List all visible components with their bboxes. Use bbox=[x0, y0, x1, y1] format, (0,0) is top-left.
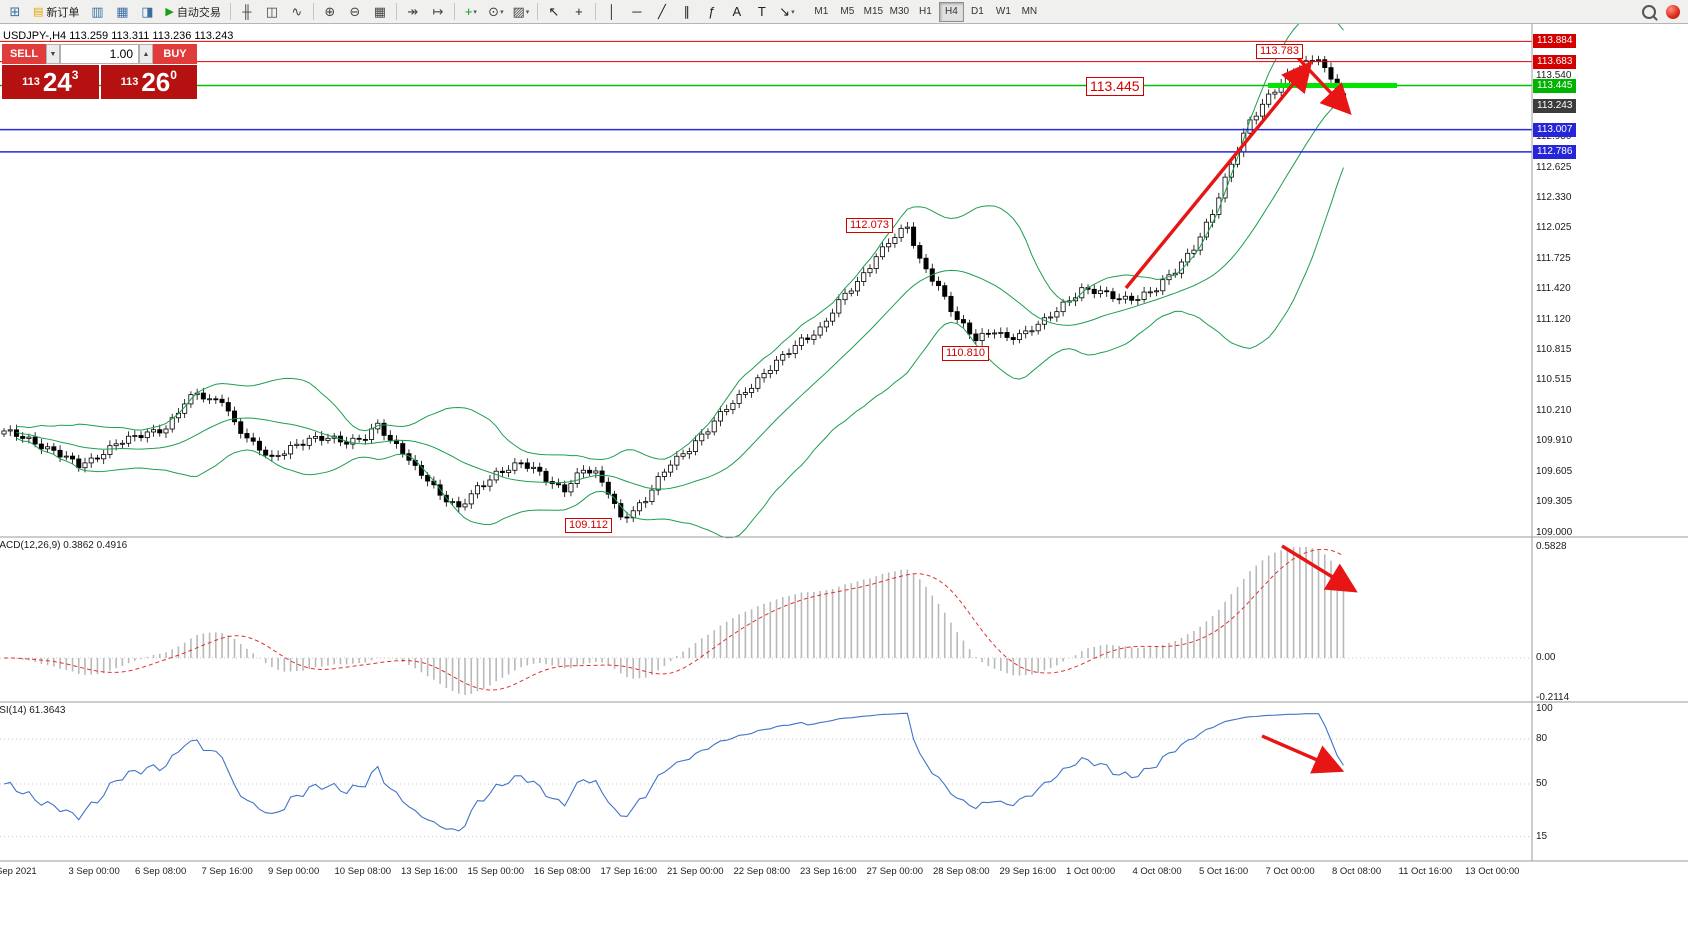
auto-scroll-icon[interactable]: ↠ bbox=[407, 3, 419, 19]
timeframe-button-m1[interactable]: M1 bbox=[814, 6, 829, 17]
bid-main: 24 bbox=[42, 67, 72, 97]
search-button[interactable] bbox=[1637, 2, 1661, 22]
line-chart-icon[interactable]: ∿ bbox=[291, 3, 303, 19]
ask-pip: 0 bbox=[170, 68, 177, 82]
toolbar-separator bbox=[312, 3, 314, 20]
timeframe-button-m30[interactable]: M30 bbox=[889, 6, 910, 17]
bid-prefix: 113 bbox=[22, 76, 40, 88]
new-order-icon: ▤ bbox=[33, 6, 44, 18]
new-order-button[interactable]: ▤ 新订单 bbox=[28, 2, 84, 22]
timeframe-button-mn[interactable]: MN bbox=[1021, 6, 1038, 17]
templates-icon[interactable]: ▨ ▾ bbox=[512, 3, 530, 19]
macd-label: MACD(12,26,9) 0.3862 0.4916 bbox=[0, 540, 128, 551]
trendline-icon[interactable]: ╱ bbox=[657, 3, 666, 19]
zoom-out-icon[interactable]: ⊖ bbox=[349, 3, 361, 19]
timeframe-toolbar: M1 M5 M15 M30 H1 H4 D1 W1 MN bbox=[809, 1, 1042, 22]
vertical-line-icon[interactable]: │ bbox=[607, 4, 616, 19]
crosshair-icon[interactable]: + bbox=[575, 4, 583, 19]
zoom-in-icon[interactable]: ⊕ bbox=[324, 3, 336, 19]
bid-price[interactable]: 113 24 3 bbox=[2, 65, 99, 99]
volume-increase-button[interactable]: ▲ bbox=[139, 44, 153, 64]
equidistant-channel-icon[interactable]: ∥ bbox=[683, 3, 691, 19]
timeframe-button-m5[interactable]: M5 bbox=[840, 6, 855, 17]
sell-button[interactable]: SELL bbox=[2, 44, 46, 64]
arrows-icon[interactable]: ↘ ▾ bbox=[779, 3, 795, 19]
dropdown-caret-icon: ▾ bbox=[525, 8, 530, 16]
community-button[interactable] bbox=[1661, 2, 1685, 22]
rsi-label: RSI(14) 61.3643 bbox=[0, 705, 66, 716]
search-icon bbox=[1642, 4, 1656, 19]
auto-trading-icon: ▶ bbox=[165, 6, 174, 18]
toolbar-separator bbox=[536, 3, 538, 20]
volume-input[interactable]: 1.00 bbox=[60, 44, 139, 64]
bid-pip: 3 bbox=[71, 68, 79, 82]
chart-shift-icon[interactable]: ↦ bbox=[432, 3, 444, 19]
ask-price[interactable]: 113 26 0 bbox=[100, 65, 197, 99]
horizontal-line-icon[interactable]: ─ bbox=[632, 4, 642, 19]
timeframe-button-h1[interactable]: H1 bbox=[918, 6, 932, 17]
buy-button[interactable]: BUY bbox=[153, 44, 197, 64]
timeframe-button-m15[interactable]: M15 bbox=[863, 6, 884, 17]
timeframe-button-h4[interactable]: H4 bbox=[938, 1, 964, 22]
toolbar-separator bbox=[229, 3, 231, 20]
new-chart-icon[interactable]: ⊞ bbox=[9, 3, 21, 19]
auto-trading-button[interactable]: ▶ 自动交易 bbox=[160, 2, 225, 22]
text-label-icon[interactable]: T bbox=[757, 4, 766, 19]
new-order-button-label: 新订单 bbox=[46, 6, 80, 19]
cursor-icon[interactable]: ↖ bbox=[548, 3, 560, 19]
timeframe-button-w1[interactable]: W1 bbox=[995, 6, 1011, 17]
toolbar-items: ⊞ ▤ 新订单 ▥ ▦ ◨ ▶ 自动交易 ╫ ◫ ∿ ⊕ ⊖ ▦ ↠ ↦ + ▾ ⊙ ▾ ▨ ▾ ↖ + │ ─ ╱ ∥ ƒ A T ↘ ▾ bbox=[3, 2, 799, 22]
tile-windows-icon[interactable]: ▦ bbox=[373, 3, 387, 19]
toolbar-separator bbox=[395, 3, 397, 20]
dropdown-caret-icon: ▾ bbox=[473, 8, 477, 16]
chart-profiles-icon[interactable]: ▥ bbox=[91, 3, 104, 19]
ohlc-bars-icon[interactable]: ╫ bbox=[242, 4, 252, 19]
timeframe-button-d1[interactable]: D1 bbox=[970, 6, 984, 17]
auto-trading-button-label: 自动交易 bbox=[176, 6, 221, 19]
fibonacci-icon[interactable]: ƒ bbox=[708, 4, 716, 19]
periods-icon[interactable]: ⊙ ▾ bbox=[488, 3, 504, 19]
volume-decrease-button[interactable]: ▼ bbox=[46, 44, 60, 64]
add-indicator-icon[interactable]: + ▾ bbox=[464, 4, 477, 19]
community-icon bbox=[1666, 4, 1680, 19]
toolbar-separator bbox=[594, 3, 596, 20]
dropdown-caret-icon: ▾ bbox=[791, 8, 795, 16]
ask-prefix: 113 bbox=[120, 76, 139, 88]
toolbar-separator bbox=[453, 3, 455, 20]
dropdown-caret-icon: ▾ bbox=[500, 8, 504, 16]
toolbar: ⊞ ▤ 新订单 ▥ ▦ ◨ ▶ 自动交易 ╫ ◫ ∿ ⊕ ⊖ ▦ ↠ ↦ + ▾ ⊙ ▾ ▨ ▾ ↖ + │ ─ ╱ ∥ ƒ A T ↘ ▾ M… bbox=[0, 0, 1688, 24]
text-icon[interactable]: A bbox=[732, 4, 742, 19]
navigator-icon[interactable]: ◨ bbox=[141, 3, 154, 19]
candlestick-icon[interactable]: ◫ bbox=[265, 3, 279, 19]
market-watch-icon[interactable]: ▦ bbox=[116, 3, 129, 19]
chart-ohlc-header: USDJPY-,H4 113.259 113.311 113.236 113.2… bbox=[3, 30, 234, 42]
ask-main: 26 bbox=[141, 67, 171, 97]
one-click-trading-panel: SELL ▼ 1.00 ▲ BUY 113 24 3 113 26 0 bbox=[2, 44, 197, 99]
